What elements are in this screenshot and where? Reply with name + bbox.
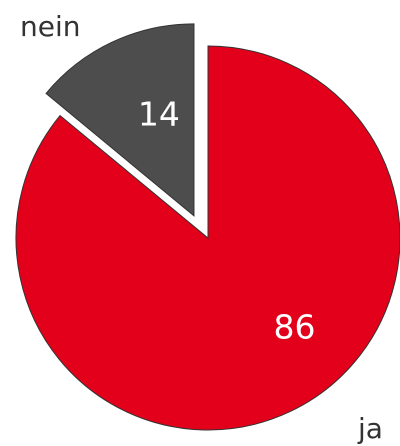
pie-slice-nein bbox=[45, 23, 195, 217]
category-label-nein: nein bbox=[20, 10, 81, 43]
data-label-nein: 14 bbox=[138, 95, 180, 134]
category-label-ja: ja bbox=[357, 412, 383, 445]
pie-labels: 86 14 nein ja bbox=[20, 10, 383, 445]
pie-slices bbox=[15, 23, 400, 431]
data-label-ja: 86 bbox=[274, 307, 316, 346]
pie-slice-ja bbox=[15, 45, 400, 431]
